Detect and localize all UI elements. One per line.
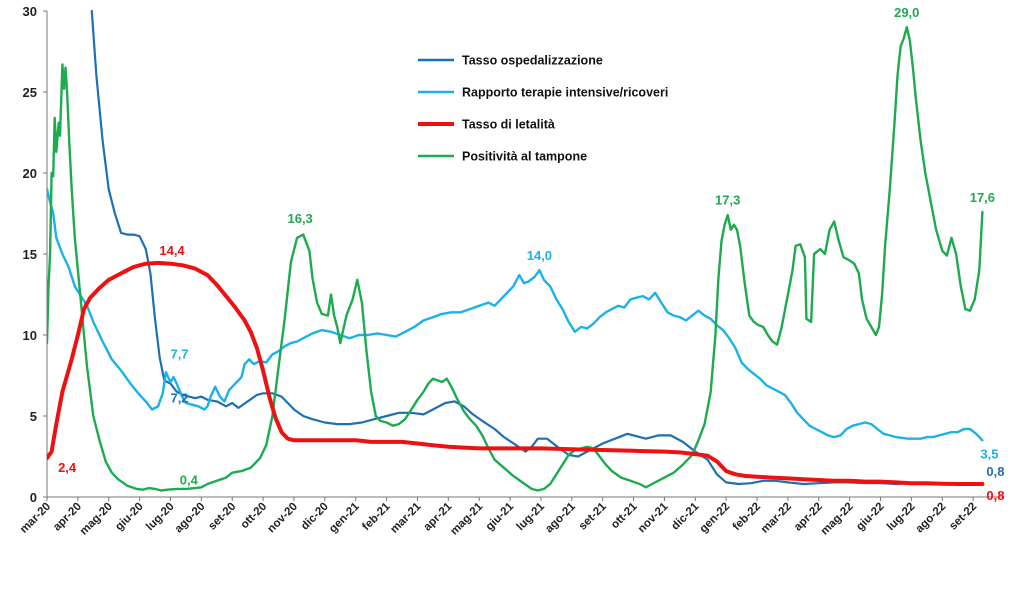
x-tick-label: giu-21 bbox=[484, 500, 517, 533]
data-label: 0,8 bbox=[986, 488, 1004, 503]
y-tick-label: 20 bbox=[23, 166, 37, 181]
data-label: 17,6 bbox=[970, 190, 995, 205]
data-label: 29,0 bbox=[894, 5, 919, 20]
data-label: 17,3 bbox=[715, 193, 740, 208]
x-tick-label: feb-22 bbox=[731, 501, 763, 533]
data-labels: 2,4 14,4 7,7 7,2 0,4 16,3 14,0 17,3 29,0 17,6 3,5 0… bbox=[58, 5, 1004, 503]
x-tick-label: mar-22 bbox=[759, 501, 794, 536]
x-tick-label: nov-20 bbox=[265, 501, 300, 536]
x-tick-label: giu-22 bbox=[854, 501, 886, 533]
x-tick-label: dic-20 bbox=[299, 501, 331, 533]
x-tick-label: set-22 bbox=[947, 501, 979, 533]
y-tick-label: 15 bbox=[23, 247, 37, 262]
x-tick-label: dic-21 bbox=[669, 500, 701, 532]
x-tick-label: gen-22 bbox=[698, 501, 733, 536]
series-line-4 bbox=[47, 26, 984, 492]
y-tick-label: 25 bbox=[23, 85, 37, 100]
x-tick-label: set-20 bbox=[206, 501, 238, 533]
data-label: 3,5 bbox=[980, 446, 998, 461]
data-label: 2,4 bbox=[58, 460, 77, 475]
series-line-3 bbox=[47, 260, 985, 486]
legend-label: Tasso ospedalizzazione bbox=[462, 54, 603, 68]
y-tick-label: 0 bbox=[30, 490, 37, 505]
y-tick-label: 5 bbox=[30, 409, 37, 424]
data-label: 7,2 bbox=[170, 390, 188, 405]
series-layer bbox=[47, 9, 985, 492]
data-label: 16,3 bbox=[287, 211, 312, 226]
data-label: 0,8 bbox=[986, 464, 1004, 479]
series-line-2 bbox=[47, 188, 984, 442]
x-tick-label: ago-20 bbox=[173, 501, 208, 536]
x-tick-label: mag-22 bbox=[819, 501, 856, 538]
data-label: 7,7 bbox=[170, 346, 188, 361]
x-tick-label: lug-20 bbox=[144, 501, 176, 533]
legend: Tasso ospedalizzazione Rapporto terapie i… bbox=[418, 54, 668, 164]
x-tick-label: ago-22 bbox=[914, 501, 949, 536]
x-tick-label: mag-20 bbox=[78, 501, 115, 538]
x-tick-label: lug-22 bbox=[885, 501, 917, 533]
x-tick-label: gen-21 bbox=[327, 500, 362, 535]
y-tick-label: 30 bbox=[23, 4, 37, 19]
data-label: 14,0 bbox=[527, 248, 552, 263]
x-tick-label: lug-21 bbox=[515, 500, 548, 533]
series-line-1 bbox=[90, 9, 984, 486]
data-label: 0,4 bbox=[180, 473, 199, 488]
x-tick-label: set-21 bbox=[577, 500, 609, 532]
legend-label: Rapporto terapie intensive/ricoveri bbox=[462, 86, 668, 100]
y-tick-label: 10 bbox=[23, 328, 37, 343]
legend-label: Positività al tampone bbox=[462, 150, 587, 164]
legend-label: Tasso di letalità bbox=[462, 118, 555, 132]
x-tick-label: ago-21 bbox=[543, 500, 578, 535]
x-tick-label: nov-21 bbox=[636, 500, 671, 535]
x-tick-label: mar-20 bbox=[18, 501, 53, 536]
x-tick-label: mag-21 bbox=[448, 500, 485, 537]
chart-axes: 051015202530mar-20apr-20mag-20giu-20lug-… bbox=[18, 4, 1004, 538]
x-tick-label: mar-21 bbox=[388, 500, 424, 536]
x-tick-label: giu-20 bbox=[113, 501, 145, 533]
data-label: 14,4 bbox=[159, 243, 185, 258]
